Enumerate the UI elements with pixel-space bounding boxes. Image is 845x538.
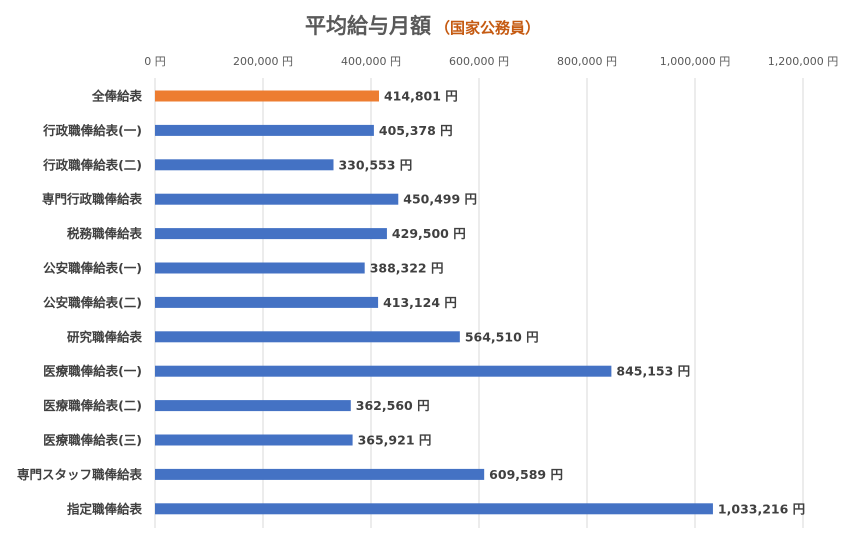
bar <box>155 296 379 308</box>
data-label: 362,560 円 <box>356 398 430 413</box>
bar <box>155 331 460 343</box>
category-label: 専門行政職俸給表 <box>42 192 143 207</box>
bar <box>155 90 379 102</box>
category-label: 指定職俸給表 <box>67 501 143 516</box>
category-label: 医療職俸給表(一) <box>43 364 142 379</box>
data-label: 429,500 円 <box>392 226 466 241</box>
data-label: 1,033,216 円 <box>718 501 805 516</box>
category-label: 医療職俸給表(二) <box>43 398 142 413</box>
bar <box>155 228 387 240</box>
data-label: 609,589 円 <box>489 467 563 482</box>
category-label: 研究職俸給表 <box>67 329 143 344</box>
chart-title-main: 平均給与月額 <box>304 14 431 38</box>
x-tick-label: 400,000 円 <box>341 55 401 68</box>
category-label: 医療職俸給表(三) <box>43 433 142 448</box>
bar <box>155 400 351 412</box>
category-label: 行政職俸給表(一) <box>42 123 142 138</box>
bar <box>155 365 612 377</box>
category-label: 公安職俸給表(一) <box>43 261 142 276</box>
category-label: 税務職俸給表 <box>67 226 143 241</box>
chart-title: 平均給与月額 （国家公務員） <box>0 10 845 40</box>
x-tick-label: 600,000 円 <box>449 55 509 68</box>
bar <box>155 468 485 480</box>
bar <box>155 434 353 446</box>
x-tick-label: 800,000 円 <box>557 55 617 68</box>
bar <box>155 159 334 171</box>
x-tick-label: 1,000,000 円 <box>660 55 730 68</box>
chart-subtitle: （国家公務員） <box>434 19 540 37</box>
data-label: 414,801 円 <box>384 89 458 104</box>
bar <box>155 503 713 515</box>
data-label: 413,124 円 <box>383 295 457 310</box>
category-label: 公安職俸給表(二) <box>43 295 142 310</box>
data-label: 845,153 円 <box>616 364 690 379</box>
category-label: 行政職俸給表(二) <box>42 157 142 172</box>
category-label: 全俸給表 <box>91 89 143 104</box>
data-label: 450,499 円 <box>403 192 477 207</box>
data-label: 564,510 円 <box>465 329 539 344</box>
bar <box>155 262 365 274</box>
data-label: 388,322 円 <box>370 261 444 276</box>
data-label: 405,378 円 <box>379 123 453 138</box>
bar <box>155 124 374 136</box>
data-label: 330,553 円 <box>338 157 412 172</box>
bar <box>155 193 399 205</box>
x-tick-label: 0 円 <box>144 55 166 68</box>
data-label: 365,921 円 <box>358 433 432 448</box>
x-tick-label: 200,000 円 <box>233 55 293 68</box>
x-tick-label: 1,200,000 円 <box>768 55 838 68</box>
category-label: 専門スタッフ職俸給表 <box>17 467 143 482</box>
